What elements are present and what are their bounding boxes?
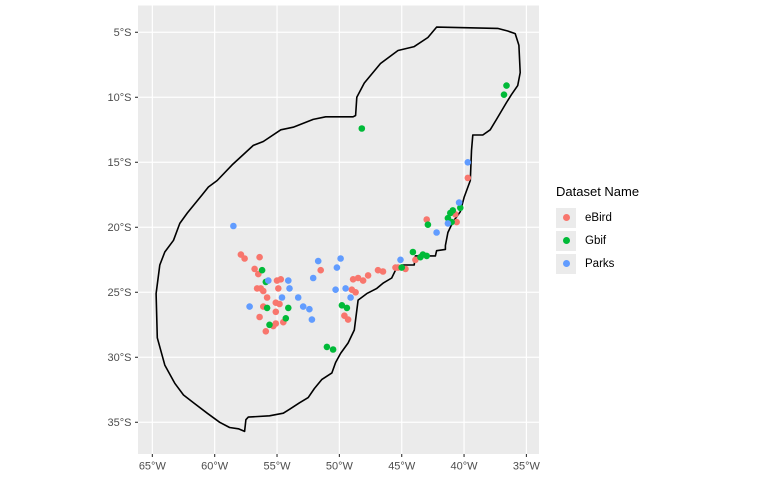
data-point-gbif: [282, 315, 290, 322]
data-point-ebird: [256, 253, 263, 261]
data-point-parks: [246, 303, 253, 310]
y-tick-label: 35°S: [108, 417, 132, 429]
data-point-ebird: [251, 265, 258, 273]
legend-item-label: Parks: [585, 257, 615, 270]
legend-key: [556, 253, 576, 274]
data-point-gbif: [449, 207, 457, 214]
data-point-ebird: [379, 268, 387, 275]
data-point-parks: [278, 294, 286, 301]
data-point-gbif: [503, 82, 510, 89]
x-tick-label: 45°W: [388, 461, 416, 473]
x-tick-label: 55°W: [264, 461, 292, 473]
data-point-parks: [455, 199, 463, 206]
legend-key: [556, 207, 576, 228]
y-tick-label: 15°S: [108, 157, 132, 169]
data-point-ebird: [262, 328, 270, 335]
y-tick-label: 20°S: [108, 222, 132, 234]
x-tick-label: 60°W: [201, 461, 229, 473]
data-point-parks: [464, 159, 472, 166]
data-point-gbif: [329, 346, 337, 353]
panel-background: [138, 5, 539, 454]
legend-key: [556, 230, 576, 251]
data-point-gbif: [358, 125, 366, 132]
data-point-ebird: [349, 276, 357, 283]
ebird-dot-icon: [562, 214, 570, 221]
x-tick-label: 35°W: [513, 461, 541, 473]
data-point-gbif: [343, 304, 351, 312]
legend: Dataset Name eBird Gbif Parks: [556, 184, 639, 275]
data-point-ebird: [364, 272, 372, 279]
data-point-parks: [309, 274, 317, 282]
data-point-ebird: [344, 316, 352, 323]
data-point-gbif: [500, 91, 508, 98]
data-point-ebird: [423, 216, 431, 223]
data-point-ebird: [453, 218, 460, 226]
data-point-parks: [230, 222, 237, 230]
data-point-gbif: [409, 248, 417, 256]
data-point-parks: [299, 303, 307, 310]
data-point-ebird: [354, 274, 362, 282]
data-point-parks: [308, 316, 316, 323]
data-point-parks: [332, 286, 339, 294]
x-tick-label: 65°W: [139, 461, 167, 473]
data-point-ebird: [277, 276, 285, 283]
data-point-parks: [347, 294, 354, 301]
data-point-parks: [333, 264, 341, 271]
data-point-ebird: [275, 285, 282, 292]
data-point-parks: [433, 229, 440, 236]
legend-title: Dataset Name: [556, 184, 640, 199]
map-boundary: [155, 26, 521, 433]
data-point-parks: [265, 277, 272, 284]
data-point-ebird: [464, 174, 472, 182]
data-point-ebird: [317, 266, 325, 274]
data-point-gbif: [423, 252, 431, 260]
data-point-ebird: [256, 313, 263, 321]
data-point-gbif: [263, 304, 271, 312]
data-point-gbif: [258, 266, 266, 274]
data-point-ebird: [241, 255, 248, 262]
data-point-gbif: [398, 264, 406, 271]
data-point-ebird: [276, 300, 283, 308]
data-point-parks: [444, 220, 452, 227]
data-point-gbif: [424, 221, 432, 228]
x-tick-label: 40°W: [451, 461, 479, 473]
data-point-parks: [285, 277, 292, 284]
data-point-parks: [294, 294, 302, 301]
data-point-gbif: [338, 302, 346, 309]
data-point-gbif: [323, 343, 331, 351]
legend-item-label: Gbif: [585, 234, 607, 247]
y-tick-label: 10°S: [108, 92, 132, 104]
data-point-gbif: [285, 304, 292, 312]
x-tick-label: 50°W: [326, 461, 354, 473]
data-point-ebird: [260, 287, 267, 295]
data-point-parks: [337, 255, 344, 262]
data-point-ebird: [272, 308, 280, 316]
data-point-parks: [342, 285, 349, 292]
y-tick-label: 25°S: [108, 287, 132, 299]
data-point-ebird: [272, 320, 280, 327]
data-point-ebird: [412, 256, 419, 264]
gbif-dot-icon: [562, 237, 570, 244]
legend-item-label: eBird: [585, 211, 612, 224]
legend-item-gbif: Gbif: [556, 229, 639, 252]
data-point-parks: [314, 257, 322, 265]
y-tick-label: 30°S: [108, 352, 132, 364]
legend-item-ebird: eBird: [556, 206, 639, 229]
data-point-parks: [286, 285, 293, 292]
data-point-ebird: [352, 289, 359, 296]
y-tick-label: 5°S: [114, 27, 132, 39]
parks-dot-icon: [562, 260, 570, 267]
data-point-parks: [306, 305, 313, 313]
data-point-gbif: [457, 204, 464, 212]
data-point-ebird: [263, 294, 271, 301]
data-point-ebird: [374, 266, 382, 274]
legend-item-parks: Parks: [556, 252, 639, 275]
data-point-gbif: [266, 321, 273, 329]
data-point-ebird: [359, 277, 367, 284]
data-point-parks: [397, 256, 404, 264]
